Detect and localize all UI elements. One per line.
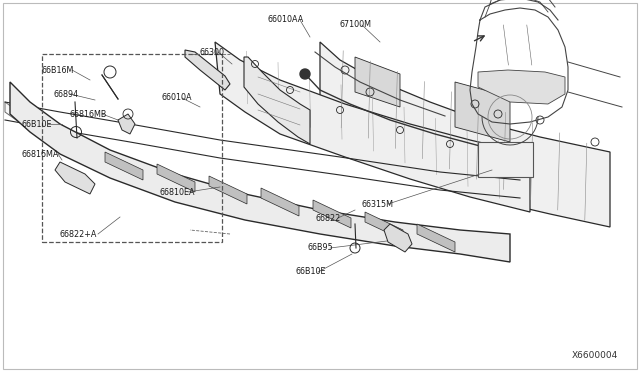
Polygon shape bbox=[5, 102, 505, 260]
Polygon shape bbox=[55, 162, 95, 194]
Text: 66315M: 66315M bbox=[362, 199, 394, 208]
Text: 66B95: 66B95 bbox=[308, 244, 333, 253]
Polygon shape bbox=[478, 70, 565, 104]
Text: 66810EA: 66810EA bbox=[160, 187, 195, 196]
Polygon shape bbox=[417, 224, 455, 252]
Text: 66822: 66822 bbox=[315, 214, 340, 222]
Text: 67100M: 67100M bbox=[340, 19, 372, 29]
Text: 66822+A: 66822+A bbox=[60, 230, 97, 238]
Polygon shape bbox=[118, 114, 135, 134]
Polygon shape bbox=[455, 82, 510, 142]
Text: 66894: 66894 bbox=[54, 90, 79, 99]
Text: X6600004: X6600004 bbox=[572, 351, 618, 360]
Text: 66816MB: 66816MB bbox=[70, 109, 108, 119]
Text: 66816MA: 66816MA bbox=[22, 150, 60, 158]
Bar bbox=[42, 54, 222, 242]
Text: 66010AA: 66010AA bbox=[268, 15, 304, 23]
Polygon shape bbox=[384, 224, 412, 252]
Circle shape bbox=[300, 69, 310, 79]
Polygon shape bbox=[244, 57, 310, 144]
Polygon shape bbox=[313, 200, 351, 228]
Polygon shape bbox=[157, 164, 195, 192]
Bar bbox=[478, 142, 533, 177]
Polygon shape bbox=[215, 42, 530, 212]
Polygon shape bbox=[320, 42, 610, 227]
Polygon shape bbox=[105, 152, 143, 180]
Text: 66B16M: 66B16M bbox=[42, 65, 74, 74]
Polygon shape bbox=[355, 57, 400, 107]
Polygon shape bbox=[185, 50, 230, 90]
Text: 66B10E: 66B10E bbox=[22, 119, 52, 128]
Polygon shape bbox=[209, 176, 247, 204]
Polygon shape bbox=[10, 82, 510, 262]
Text: 66300: 66300 bbox=[200, 48, 225, 57]
Polygon shape bbox=[261, 188, 299, 216]
Polygon shape bbox=[365, 212, 403, 240]
Text: 66B10E: 66B10E bbox=[295, 267, 326, 276]
Text: 66010A: 66010A bbox=[162, 93, 193, 102]
